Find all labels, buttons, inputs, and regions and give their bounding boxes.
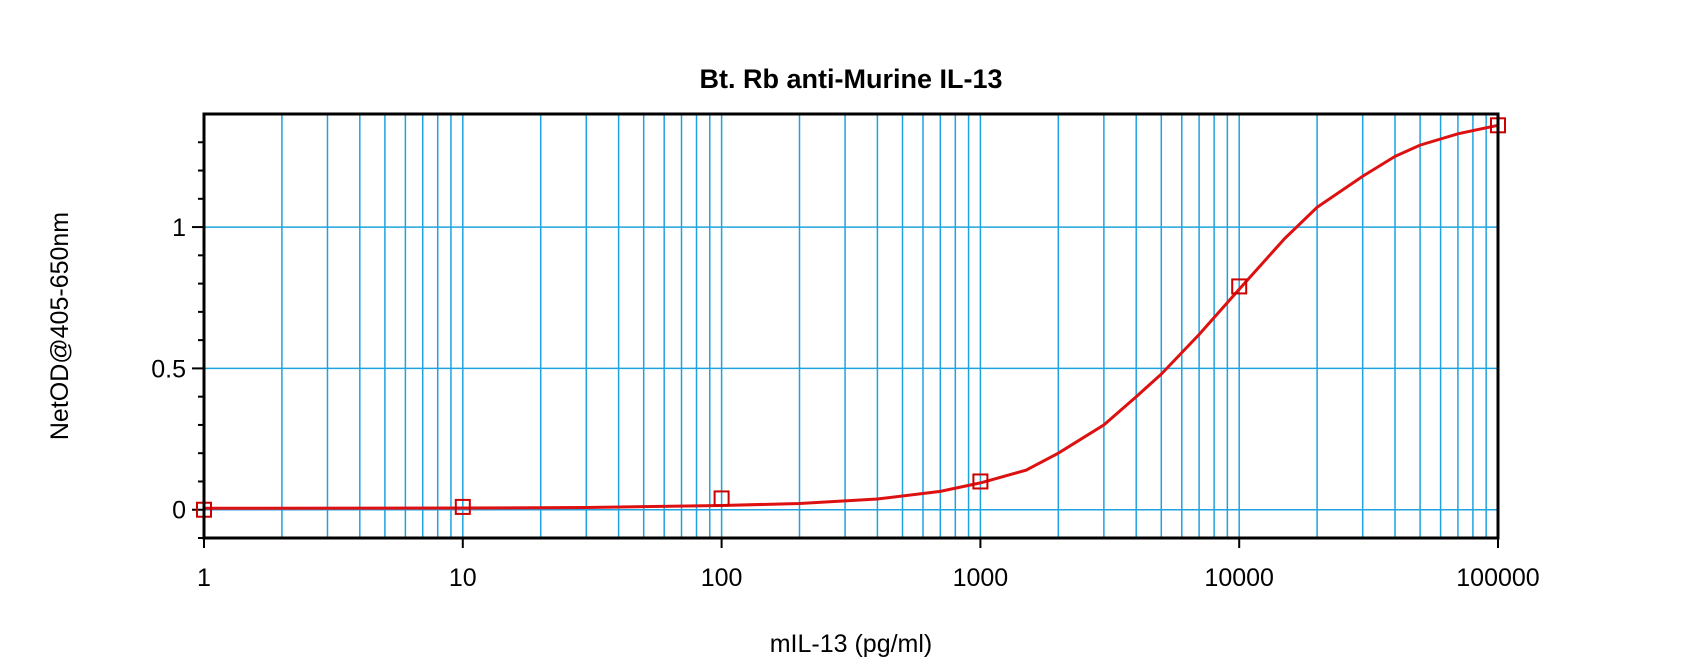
x-tick-label: 100000 <box>1456 564 1539 592</box>
data-point <box>454 498 471 515</box>
x-tick-label: 1 <box>197 564 211 592</box>
data-point <box>1231 278 1248 295</box>
x-tick-label: 10 <box>449 564 477 592</box>
y-axis-label: NetOD@405-650nm <box>46 212 74 440</box>
y-tick-label: 0.5 <box>151 355 186 383</box>
chart-title: Bt. Rb anti-Murine IL-13 <box>700 64 1003 94</box>
x-tick-label: 10000 <box>1204 564 1274 592</box>
y-minor-ticks <box>192 141 204 539</box>
grid-lines <box>204 114 1498 538</box>
x-tick-label: 100 <box>701 564 743 592</box>
y-axis-ticks: 00.51 <box>151 214 186 525</box>
x-axis-ticks: 1 10 100 1000 10000 100000 <box>197 538 1540 592</box>
data-point <box>972 473 989 490</box>
x-axis-label: mIL-13 (pg/ml) <box>770 630 933 658</box>
x-tick-label: 1000 <box>953 564 1009 592</box>
y-tick-label: 1 <box>172 214 186 242</box>
data-point <box>713 490 730 507</box>
data-points <box>196 117 1506 518</box>
fit-curve <box>203 123 1499 510</box>
plot-frame <box>202 112 1500 540</box>
y-tick-label: 0 <box>172 497 186 525</box>
